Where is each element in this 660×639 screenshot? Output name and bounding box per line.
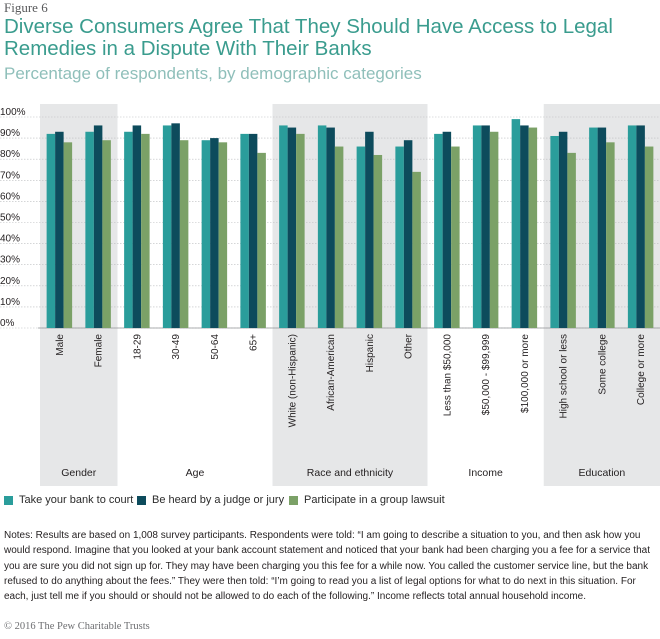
bar xyxy=(162,125,172,328)
category-label: Some college xyxy=(597,334,608,395)
legend-swatch-lawsuit xyxy=(289,495,298,505)
bar xyxy=(365,131,374,328)
bar xyxy=(317,125,327,328)
y-tick-label: 20% xyxy=(0,276,20,287)
figure-label: Figure 6 xyxy=(4,0,48,15)
y-tick-label: 10% xyxy=(0,297,20,308)
y-tick-label: 30% xyxy=(0,255,20,266)
bar xyxy=(395,146,404,328)
chart-notes: Notes: Results are based on 1,008 survey… xyxy=(4,530,650,603)
y-tick-label: 40% xyxy=(0,234,20,245)
bar xyxy=(141,133,150,328)
y-tick-label: 90% xyxy=(0,128,20,139)
legend-item-judge: Be heard by a judge or jury xyxy=(137,494,284,506)
bar xyxy=(606,142,615,328)
bar xyxy=(124,131,133,328)
bar xyxy=(403,140,413,328)
bar xyxy=(627,125,637,328)
category-label: Hispanic xyxy=(365,334,376,372)
category-label: African-American xyxy=(326,334,337,411)
category-label: $100,000 or more xyxy=(520,334,531,413)
bar xyxy=(201,140,211,328)
category-label: Less than $50,000 xyxy=(442,334,453,417)
bar xyxy=(257,152,266,328)
bar xyxy=(373,154,383,328)
bar xyxy=(55,131,64,328)
bar xyxy=(93,125,103,328)
legend-label-court: Take your bank to court xyxy=(19,494,134,506)
y-tick-label: 50% xyxy=(0,213,20,224)
category-label: Male xyxy=(55,334,66,356)
y-tick-label: 70% xyxy=(0,170,20,181)
chart-title: Diverse Consumers Agree That They Should… xyxy=(4,15,613,60)
group-label: Income xyxy=(468,467,503,479)
category-label: Female xyxy=(94,334,105,368)
bar xyxy=(442,131,452,328)
legend-swatch-court xyxy=(4,495,13,505)
bar xyxy=(326,127,335,328)
category-label: 65+ xyxy=(249,334,260,351)
chart-subtitle: Percentage of respondents, by demographi… xyxy=(4,64,422,83)
category-label: White (non-Hispanic) xyxy=(287,334,298,427)
bar xyxy=(558,131,568,328)
bar xyxy=(132,125,142,328)
legend-swatch-judge xyxy=(137,495,146,505)
bar xyxy=(287,127,297,328)
legend-label-judge: Be heard by a judge or jury xyxy=(152,494,285,506)
legend-item-court: Take your bank to court xyxy=(4,494,133,506)
legend-label-lawsuit: Participate in a group lawsuit xyxy=(304,494,445,506)
group-label: Race and ethnicity xyxy=(307,467,394,479)
bar xyxy=(550,135,559,328)
bar xyxy=(46,133,56,328)
bar xyxy=(334,146,344,328)
category-label: Other xyxy=(404,333,415,359)
bar xyxy=(597,127,607,328)
grouped-bar-chart: 0% 10% 20% 30% 40% 50% 60% 70% 80% 90% 100% Male Fe… xyxy=(0,104,660,486)
bar xyxy=(102,140,111,328)
category-label: 30-49 xyxy=(171,334,182,360)
bar xyxy=(644,146,654,328)
group-label: Education xyxy=(579,467,626,479)
y-tick-label: 100% xyxy=(0,107,26,118)
bar xyxy=(240,133,249,328)
category-label: College or more xyxy=(636,334,647,406)
group-label: Age xyxy=(186,467,205,479)
bar xyxy=(171,123,180,328)
bar xyxy=(296,133,305,328)
bar xyxy=(63,142,73,328)
copyright-credit: © 2016 The Pew Charitable Trusts xyxy=(4,621,150,632)
bar xyxy=(511,119,521,328)
group-label: Gender xyxy=(61,467,97,479)
y-tick-label: 60% xyxy=(0,191,20,202)
bar xyxy=(210,138,219,328)
y-tick-label: 0% xyxy=(0,318,15,329)
category-label: $50,000 - $99,999 xyxy=(481,334,492,416)
category-label: High school or less xyxy=(559,334,570,418)
bar xyxy=(179,140,189,328)
y-tick-label: 80% xyxy=(0,149,20,160)
category-label: 18-29 xyxy=(132,334,143,360)
bar xyxy=(472,125,482,328)
bar xyxy=(218,142,228,328)
bar xyxy=(636,125,645,328)
bar xyxy=(434,133,443,328)
chart-legend: Take your bank to court Be heard by a ju… xyxy=(0,494,660,510)
bar xyxy=(356,146,366,328)
category-label: 50-64 xyxy=(210,334,221,360)
bar xyxy=(85,131,94,328)
bar xyxy=(489,131,499,328)
bar xyxy=(279,125,288,328)
legend-item-lawsuit: Participate in a group lawsuit xyxy=(289,494,445,506)
bar xyxy=(528,127,538,328)
bar xyxy=(481,125,490,328)
bar xyxy=(589,127,598,328)
bar xyxy=(567,152,576,328)
bar xyxy=(412,171,421,328)
bar xyxy=(451,146,460,328)
bar xyxy=(520,125,529,328)
bar xyxy=(248,133,258,328)
